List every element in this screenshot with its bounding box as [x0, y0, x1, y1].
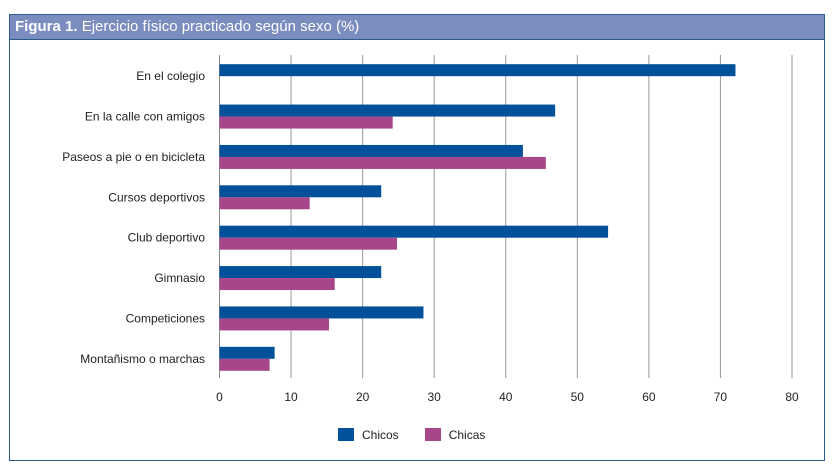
bar-chicos: [219, 266, 382, 279]
x-tick-label: 80: [785, 390, 799, 404]
x-tick-label: 40: [499, 390, 513, 404]
legend-swatch-chicas: [424, 428, 441, 441]
legend-item-chicos: Chicos: [338, 428, 399, 442]
bar-chicos: [219, 185, 382, 198]
x-tick-label: 20: [356, 390, 370, 404]
legend-swatch-chicos: [338, 428, 354, 441]
x-tick-label: 10: [284, 390, 298, 404]
x-tick-label: 50: [571, 390, 585, 404]
legend: Chicos Chicas: [338, 428, 485, 442]
bar-chicas: [219, 278, 335, 291]
category-label: Cursos deportivos: [108, 190, 205, 204]
category-label: En el colegio: [136, 69, 205, 83]
bar-chicos: [219, 104, 556, 117]
figure-frame: Figura 1. Ejercicio físico practicado se…: [9, 14, 825, 461]
x-tick-label: 0: [216, 390, 223, 404]
category-label: En la calle con amigos: [85, 110, 205, 124]
bar-chicas: [219, 156, 546, 169]
figure-number: Figura 1.: [15, 18, 78, 35]
bar-chicas: [219, 358, 270, 371]
legend-item-chicas: Chicas: [424, 428, 485, 442]
category-label: Montañismo o marchas: [80, 352, 205, 366]
bar-chicas: [219, 197, 310, 210]
figure-title: Figura 1. Ejercicio físico practicado se…: [10, 15, 824, 40]
figure-title-text: Ejercicio físico practicado según sexo (…: [81, 18, 360, 35]
bar-chicas: [219, 116, 393, 129]
category-label: Club deportivo: [128, 231, 206, 245]
bar-chicos: [219, 306, 424, 319]
bar-chicos: [219, 144, 523, 157]
bar-chicos: [219, 64, 736, 77]
category-label: Gimnasio: [154, 271, 205, 285]
category-label: Competiciones: [126, 311, 205, 325]
x-tick-label: 30: [428, 390, 442, 404]
bar-chicos: [219, 225, 609, 238]
category-label: Paseos a pie o en bicicleta: [62, 150, 205, 164]
bar-chicas: [219, 318, 329, 331]
bar-chicas: [219, 237, 397, 250]
x-tick-label: 70: [714, 390, 728, 404]
x-tick-label: 60: [642, 390, 656, 404]
bar-chicos: [219, 346, 275, 359]
